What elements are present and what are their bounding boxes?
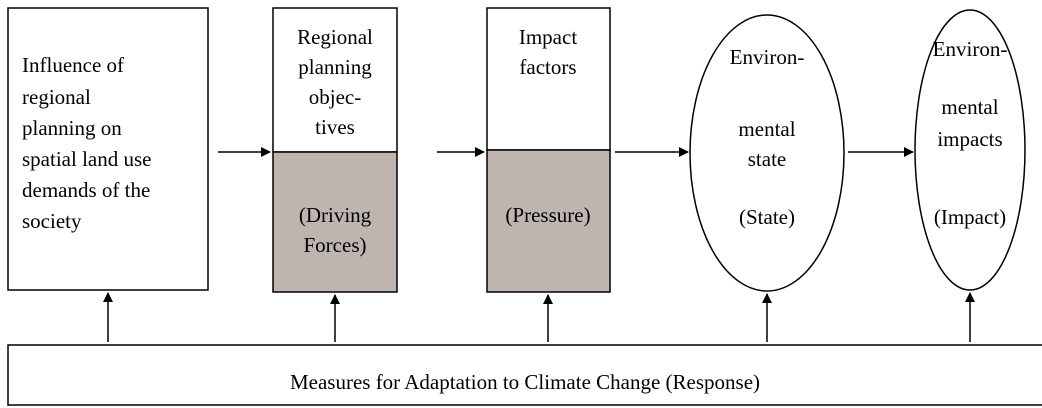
label: Environ- <box>730 45 805 69</box>
node-box <box>272 7 398 153</box>
node-box-shaded <box>272 151 398 293</box>
node-text: Influence of regional planning on spatia… <box>22 25 1007 394</box>
label: spatial land use <box>22 147 151 171</box>
response-box <box>7 344 1042 406</box>
node-box-shaded <box>486 149 611 293</box>
label: (Pressure) <box>505 203 590 227</box>
node-box <box>486 7 611 151</box>
label: society <box>22 209 82 233</box>
node-ellipse <box>914 9 1026 291</box>
label: (Driving <box>299 203 372 227</box>
label: Influence of <box>22 53 124 77</box>
label: (Impact) <box>934 205 1006 229</box>
label: mental <box>738 117 795 141</box>
label: planning on <box>22 116 122 140</box>
label: Impact <box>519 25 577 49</box>
label: demands of the <box>22 178 150 202</box>
node-box <box>7 7 209 291</box>
label: objec- <box>309 85 361 109</box>
label: (State) <box>739 205 795 229</box>
label: impacts <box>937 127 1002 151</box>
label: factors <box>519 55 576 79</box>
label: mental <box>941 95 998 119</box>
response-label: Measures for Adaptation to Climate Chang… <box>290 370 760 394</box>
label: tives <box>315 115 355 139</box>
label: Regional <box>297 25 373 49</box>
label: Environ- <box>933 37 1008 61</box>
label: regional <box>22 85 91 109</box>
label: state <box>748 147 786 171</box>
node-ellipse <box>689 14 845 292</box>
label: Forces) <box>304 233 367 257</box>
label: planning <box>298 55 372 79</box>
